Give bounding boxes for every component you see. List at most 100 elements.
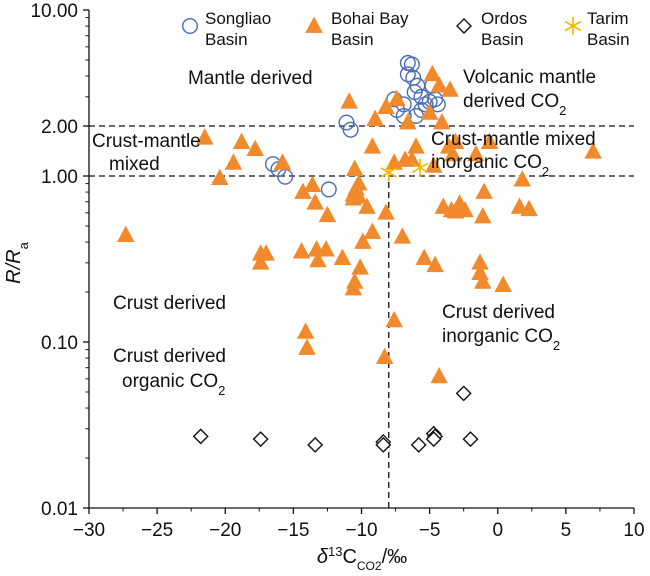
data-point — [444, 144, 462, 162]
legend-label: Basin — [205, 30, 248, 49]
series-ordos-basin — [192, 385, 479, 453]
series-bohai-bay-basin — [117, 64, 602, 384]
x-tick-label: −25 — [141, 520, 173, 541]
x-tick-label: −5 — [419, 520, 441, 541]
data-point — [363, 222, 382, 239]
data-point — [375, 347, 394, 365]
data-point — [307, 436, 324, 453]
legend-marker — [456, 18, 472, 34]
data-point — [377, 97, 395, 114]
data-point — [520, 199, 538, 217]
data-point — [344, 189, 363, 206]
axis-titles: δ13CCO2/‰ R/Ra — [3, 241, 407, 573]
data-point — [423, 64, 442, 82]
region-label: Crust derived — [113, 293, 226, 314]
series-tarim-basin — [380, 158, 429, 182]
data-point — [192, 428, 209, 445]
data-point — [471, 253, 489, 270]
data-point — [467, 144, 485, 162]
legend-marker — [305, 16, 323, 33]
region-label: Volcanic mantle derived CO2 — [463, 67, 596, 118]
data-point — [425, 431, 442, 448]
data-point — [380, 163, 397, 182]
y-axis-title: R/Ra — [3, 241, 31, 283]
data-point — [196, 128, 214, 145]
data-point — [252, 431, 269, 448]
legend-item: Bohai Bay Basin — [305, 9, 409, 49]
data-point — [420, 103, 439, 120]
data-point — [340, 92, 358, 109]
x-tick-label: −20 — [209, 520, 241, 541]
region-label-line: Crust derived — [442, 302, 555, 323]
region-label-line: Volcanic mantle — [463, 67, 596, 88]
data-point — [366, 109, 384, 126]
data-point — [273, 153, 292, 170]
legend-label: Basin — [587, 30, 630, 49]
x-tick-label: −15 — [277, 520, 309, 541]
y-tick-label: 0.01 — [41, 499, 78, 520]
data-point — [430, 76, 448, 93]
reference-lines — [89, 125, 634, 508]
data-point — [345, 159, 364, 176]
x-tick-label: −10 — [345, 520, 377, 541]
legend-marker — [564, 17, 582, 35]
data-points — [117, 54, 602, 453]
legend-label: Basin — [331, 30, 374, 49]
x-axis-title: δ13CCO2/‰ — [317, 544, 407, 574]
data-point — [309, 250, 327, 268]
region-label-line: Crust derived — [113, 293, 226, 314]
data-point — [415, 248, 433, 265]
data-point — [117, 225, 135, 243]
y-tick-label: 10.00 — [30, 1, 78, 22]
data-point — [333, 248, 352, 265]
data-point — [411, 158, 429, 177]
y-tick-label: 1.00 — [41, 167, 78, 188]
region-label-line: Crust derived — [113, 346, 226, 367]
region-label-line: organic CO2 — [122, 371, 225, 398]
data-point — [399, 113, 417, 130]
data-point — [385, 310, 403, 328]
data-point — [474, 272, 492, 289]
region-label: Crust derived organic CO2 — [113, 346, 226, 398]
data-point — [363, 137, 382, 154]
y-tick-label: 2.00 — [41, 117, 78, 138]
data-point — [303, 175, 322, 193]
legend-item: Songliao Basin — [181, 9, 271, 49]
data-point — [474, 207, 492, 224]
data-point — [344, 279, 363, 296]
data-point — [410, 436, 427, 453]
region-label: Crust derived inorganic CO2 — [442, 302, 560, 353]
data-point — [584, 142, 602, 159]
data-point — [246, 139, 264, 157]
data-point — [320, 181, 337, 198]
x-tick-label: 10 — [623, 520, 644, 541]
data-point — [475, 182, 493, 199]
data-point — [513, 170, 532, 187]
data-point — [426, 255, 444, 273]
data-point — [318, 205, 337, 223]
data-point — [294, 182, 312, 199]
data-point — [434, 197, 452, 214]
data-point — [306, 193, 324, 210]
data-point — [407, 137, 425, 154]
axes: −30 −25 −20 −15 −10 −5 0 5 10 10.00 2.00 1.00 0.10 0.… — [30, 1, 644, 541]
data-point — [456, 200, 474, 218]
data-point — [298, 338, 316, 355]
legend-marker — [181, 18, 198, 35]
legend-label: Songliao — [205, 9, 271, 28]
data-point — [354, 232, 372, 249]
data-point — [441, 80, 459, 97]
x-tick-label: 0 — [492, 520, 503, 541]
region-label-line: mixed — [109, 154, 160, 175]
data-point — [403, 56, 420, 73]
data-point — [351, 258, 369, 275]
data-point — [455, 385, 472, 402]
data-point — [433, 113, 451, 130]
region-annotations: Mantle derived Volcanic mantle derived CO2… — [92, 67, 596, 398]
data-point — [462, 431, 479, 448]
